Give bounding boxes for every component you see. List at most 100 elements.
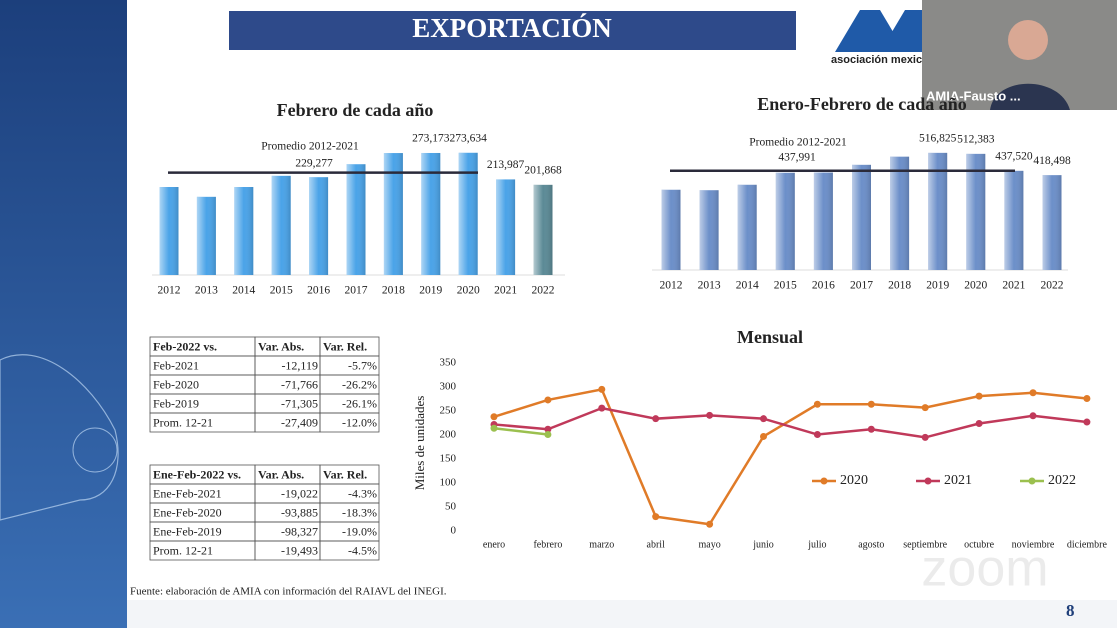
average-value: 229,277 (295, 158, 333, 170)
x-tick-label: 2018 (382, 285, 405, 297)
series-marker (544, 431, 552, 439)
series-marker (652, 415, 660, 423)
table-cell-text: -26.1% (342, 396, 377, 410)
x-tick-label: 2019 (419, 285, 442, 297)
series-marker (544, 396, 552, 404)
series-line (493, 406, 1088, 439)
y-axis-title: Miles de unidades (412, 396, 427, 491)
series-marker (975, 392, 983, 400)
bar-shine (966, 153, 986, 270)
x-tick-label: 2019 (926, 280, 949, 292)
average-label: Promedio 2012-2021 (749, 137, 847, 149)
bar-shine (346, 164, 366, 275)
average-value: 437,991 (778, 152, 816, 164)
table-cell-text: -12,119 (281, 358, 318, 372)
x-tick-label: junio (752, 539, 774, 550)
chart-title: Enero-Febrero de cada año (757, 94, 967, 114)
series-marker (813, 400, 821, 408)
car-sketch (0, 354, 119, 521)
y-tick-label: 350 (440, 357, 457, 369)
bar-shine (1004, 170, 1024, 270)
table-header: Var. Rel. (323, 339, 367, 353)
table-header: Var. Abs. (258, 339, 304, 353)
legend-label: 2020 (840, 473, 868, 488)
x-tick-label: 2013 (698, 280, 721, 292)
series-line (493, 427, 549, 436)
y-tick-label: 0 (451, 525, 457, 537)
table-cell-text: -71,766 (281, 377, 318, 391)
x-tick-label: 2016 (307, 285, 330, 297)
bar-shine (309, 177, 329, 275)
data-label: 437,520 (995, 150, 1033, 162)
x-tick-label: 2013 (195, 285, 218, 297)
x-tick-label: 2017 (850, 280, 873, 292)
table-header: Feb-2022 vs. (153, 339, 217, 353)
series-marker (760, 432, 767, 440)
data-label: 512,383 (957, 134, 995, 146)
table-cell-text: Feb-2021 (153, 358, 199, 372)
x-tick-label: enero (483, 539, 505, 550)
table-cell-text: -19,493 (281, 543, 318, 557)
x-tick-label: mayo (698, 539, 720, 550)
table-cell-text: -4.5% (348, 543, 377, 557)
table-cell-text: -98,327 (281, 524, 318, 538)
data-label: 201,868 (524, 164, 562, 176)
series-marker (1083, 395, 1091, 403)
bar-shine (890, 156, 910, 270)
table-header: Ene-Feb-2022 vs. (153, 467, 241, 481)
table-cell-text: -12.0% (342, 415, 377, 429)
series-marker (490, 424, 498, 432)
legend-marker (924, 477, 932, 485)
y-tick-label: 300 (440, 381, 457, 393)
table-cell-text: Ene-Feb-2021 (153, 486, 222, 500)
series-marker (652, 513, 660, 521)
x-tick-label: noviembre (1012, 539, 1055, 550)
bar-shine (775, 172, 795, 270)
car-wheel (72, 427, 118, 473)
source-note: Fuente: elaboración de AMIA con informac… (130, 586, 447, 598)
x-tick-label: 2021 (1002, 280, 1025, 292)
title-banner (229, 11, 796, 50)
legend-label: 2022 (1048, 473, 1076, 488)
table-cell-text: Feb-2020 (153, 377, 199, 391)
x-tick-label: 2015 (270, 285, 293, 297)
logo-text: asociación mexic (831, 54, 922, 66)
series-marker (760, 415, 767, 423)
series-marker (544, 425, 552, 433)
legend-marker (820, 477, 828, 485)
y-tick-label: 150 (440, 453, 457, 465)
table-cell-text: -5.7% (348, 358, 377, 372)
chart-title: Mensual (737, 327, 803, 347)
series-marker (1083, 418, 1091, 426)
table-cell-text: Ene-Feb-2020 (153, 505, 222, 519)
y-tick-label: 50 (445, 501, 457, 513)
bar-shine (813, 172, 833, 270)
legend-label: 2021 (944, 473, 972, 488)
speaker-body (990, 83, 1070, 110)
logo-mark (835, 10, 922, 52)
series-marker (975, 419, 983, 427)
x-tick-label: 2012 (660, 280, 683, 292)
video-label: AMIA-Fausto ... (926, 88, 1021, 103)
x-tick-label: 2012 (158, 285, 181, 297)
x-tick-label: 2014 (736, 280, 759, 292)
series-marker (867, 425, 875, 433)
bar-shine (271, 175, 291, 275)
side-band (0, 0, 127, 628)
series-marker (867, 400, 875, 408)
footer-band (127, 600, 1117, 628)
bar-shine (852, 164, 871, 270)
series-marker (921, 404, 929, 412)
table-header: Var. Abs. (258, 467, 304, 481)
table-cell-text: -18.3% (342, 505, 377, 519)
speaker-head (1008, 20, 1048, 60)
bar-shine (458, 152, 478, 275)
table-cell (319, 412, 380, 433)
x-tick-label: 2018 (888, 280, 911, 292)
table-cell (319, 540, 380, 561)
x-tick-label: 2015 (774, 280, 797, 292)
bar-shine (421, 152, 441, 275)
bar-shine (383, 153, 403, 275)
